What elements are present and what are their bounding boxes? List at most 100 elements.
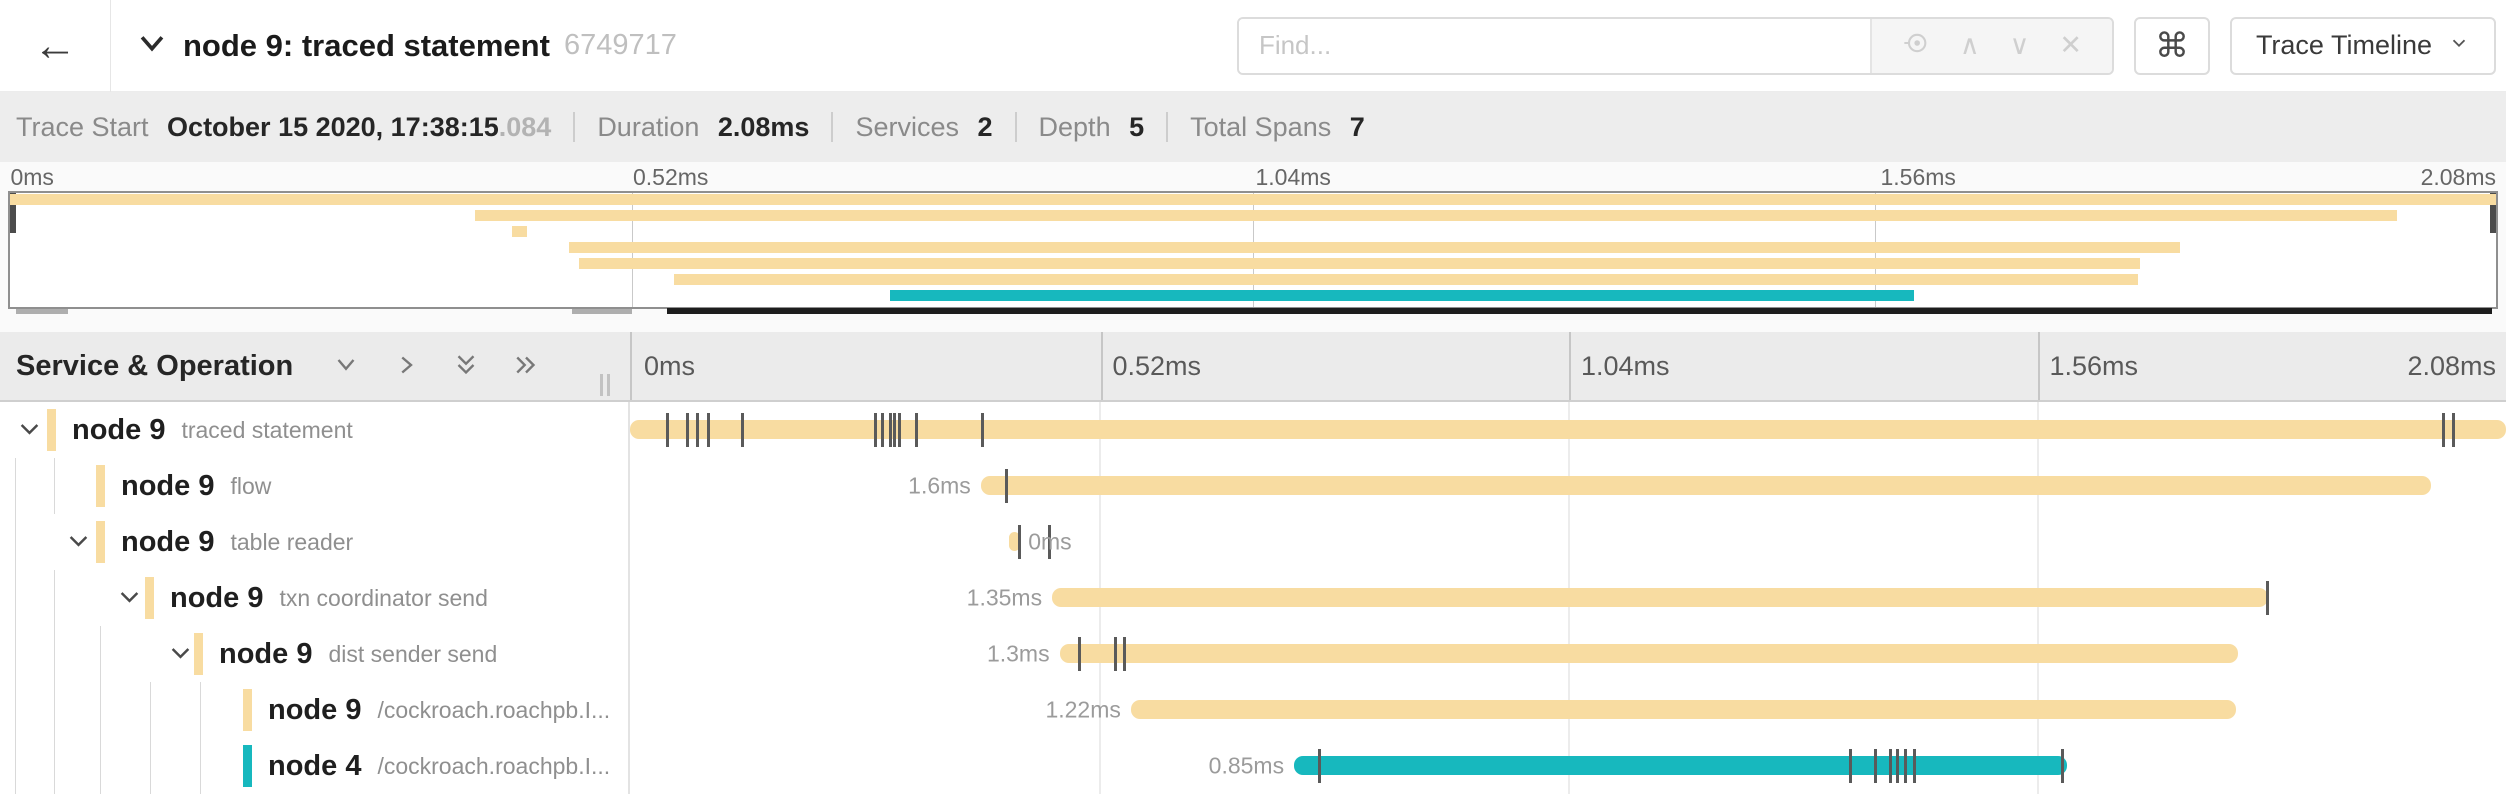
span-log-tick	[1888, 749, 1892, 783]
span-timeline-cell[interactable]: 1.35ms	[630, 570, 2506, 626]
span-duration-label: 1.35ms	[966, 584, 1043, 611]
expand-one-button[interactable]	[391, 350, 421, 383]
span-duration-bar[interactable]	[1130, 700, 2236, 719]
span-tree-cell[interactable]: node 9/cockroach.roachpb.I...	[0, 682, 630, 738]
indent-guide	[200, 738, 201, 794]
span-timeline-cell[interactable]: 0.85ms	[630, 738, 2506, 794]
trace-view-selector[interactable]: Trace Timeline	[2229, 16, 2496, 75]
double-chevron-down-icon	[451, 350, 481, 383]
span-tree-cell[interactable]: node 9 table reader	[0, 514, 630, 570]
span-row: node 9 traced statement	[0, 402, 2506, 458]
minimap-axis-tick: 0ms	[10, 164, 54, 190]
span-tree-cell[interactable]: node 9 txn coordinator send	[0, 570, 630, 626]
keyboard-shortcuts-button[interactable]: ⌘	[2133, 16, 2210, 75]
span-timeline-cell[interactable]: 1.6ms	[630, 458, 2506, 514]
trace-minimap: 0ms 0.52ms 1.04ms 1.56ms 2.08ms	[0, 162, 2506, 332]
rows-column-divider	[628, 402, 630, 794]
span-log-tick	[1048, 525, 1052, 559]
span-log-tick	[1896, 749, 1900, 783]
span-tree-cell[interactable]: node 9 dist sender send	[0, 626, 630, 682]
minimap-track-segment	[572, 309, 632, 314]
span-duration-bar[interactable]	[980, 476, 2431, 495]
summary-item: Duration 2.08ms	[597, 112, 809, 143]
span-tree-cell[interactable]: node 9 flow	[0, 458, 630, 514]
summary-label: Total Spans	[1190, 111, 1339, 142]
span-duration-label: 1.6ms	[908, 472, 971, 499]
match-highlight-button[interactable]	[1902, 29, 1930, 62]
span-log-tick	[873, 413, 877, 447]
expand-chevron-icon[interactable]	[65, 528, 92, 560]
span-log-tick	[2442, 413, 2446, 447]
span-duration-label: 1.3ms	[986, 640, 1050, 667]
span-timeline-cell[interactable]: 1.22ms	[630, 682, 2506, 738]
timeline-axis-gridline	[2037, 332, 2040, 400]
minimap-span-bar	[569, 242, 2181, 253]
indent-guide	[54, 458, 55, 514]
span-duration-bar[interactable]	[1008, 532, 1021, 551]
service-color-bar	[194, 633, 203, 675]
back-button[interactable]: ←	[0, 0, 110, 92]
expand-chevron-icon[interactable]	[116, 584, 143, 616]
span-duration-bar[interactable]	[1294, 756, 2067, 775]
summary-separator	[831, 112, 834, 142]
span-duration-bar[interactable]	[1059, 644, 2238, 663]
span-log-tick	[888, 413, 892, 447]
span-log-tick	[686, 413, 690, 447]
chevron-down-icon	[331, 350, 361, 383]
trace-view-selector-label: Trace Timeline	[2255, 30, 2432, 60]
prev-result-button[interactable]: ∧	[1960, 32, 1980, 59]
span-row: node 9/cockroach.roachpb.I... 1.22ms	[0, 682, 2506, 738]
timeline-axis-tick: 1.56ms	[2049, 351, 2139, 381]
span-duration-bar[interactable]	[1052, 588, 2268, 607]
span-tree-cell[interactable]: node 4/cockroach.roachpb.I...	[0, 738, 630, 794]
span-duration-bar[interactable]	[630, 420, 2506, 439]
span-duration-label: 1.22ms	[1045, 696, 1121, 723]
summary-label: Trace Start	[16, 111, 157, 142]
minimap-span-bar	[673, 274, 2138, 285]
command-key-icon: ⌘	[2154, 26, 2189, 65]
indent-guide	[54, 626, 55, 682]
span-timeline-cell[interactable]: 1.3ms	[630, 626, 2506, 682]
span-timeline-cell[interactable]	[630, 402, 2506, 458]
summary-label: Depth	[1038, 111, 1119, 142]
span-log-tick	[898, 413, 902, 447]
indent-guide	[15, 514, 16, 570]
span-timeline-cell[interactable]: 0ms	[630, 514, 2506, 570]
next-result-button[interactable]: ∨	[2010, 32, 2030, 59]
summary-value: 5	[1129, 111, 1145, 142]
column-resize-grip[interactable]	[600, 374, 610, 396]
collapse-all-button[interactable]	[451, 350, 481, 383]
span-log-tick	[695, 413, 699, 447]
span-log-tick	[1903, 749, 1907, 783]
find-input[interactable]	[1238, 18, 1870, 73]
minimap-right-scrubber[interactable]	[2490, 193, 2496, 233]
indent-guide	[15, 682, 16, 738]
span-tree-cell[interactable]: node 9 traced statement	[0, 402, 630, 458]
expand-chevron-icon[interactable]	[16, 416, 43, 448]
indent-guide	[15, 738, 16, 794]
minimap-span-bar	[890, 290, 1915, 301]
indent-guide	[150, 738, 151, 794]
chevron-up-icon: ∧	[1959, 30, 1980, 60]
expand-all-button[interactable]	[511, 350, 541, 383]
summary-item: Total Spans 7	[1190, 112, 1365, 143]
indent-guide	[54, 570, 55, 626]
span-row: node 9 table reader 0ms	[0, 514, 2506, 570]
trace-collapse-toggle[interactable]	[135, 26, 169, 65]
minimap-left-scrubber[interactable]	[10, 193, 16, 233]
clear-search-button[interactable]: ✕	[2059, 32, 2082, 59]
span-log-tick	[740, 413, 744, 447]
column-divider[interactable]	[630, 332, 632, 400]
service-name: node 4/cockroach.roachpb.I...	[268, 749, 611, 782]
span-duration-label: 0ms	[1028, 528, 1072, 555]
span-log-tick	[665, 413, 669, 447]
collapse-one-button[interactable]	[331, 350, 361, 383]
back-arrow-icon: ←	[33, 20, 77, 70]
minimap-track-segment	[16, 309, 68, 314]
find-group: ∧ ∨ ✕	[1236, 16, 2114, 75]
collapse-controls	[331, 350, 541, 383]
minimap-canvas[interactable]	[8, 191, 2498, 309]
expand-chevron-icon[interactable]	[167, 640, 194, 672]
locate-icon	[1902, 33, 1930, 63]
